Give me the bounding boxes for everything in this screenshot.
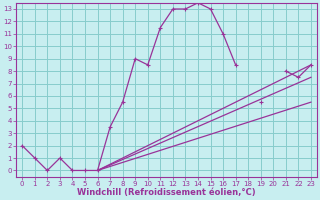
X-axis label: Windchill (Refroidissement éolien,°C): Windchill (Refroidissement éolien,°C) [77, 188, 256, 197]
